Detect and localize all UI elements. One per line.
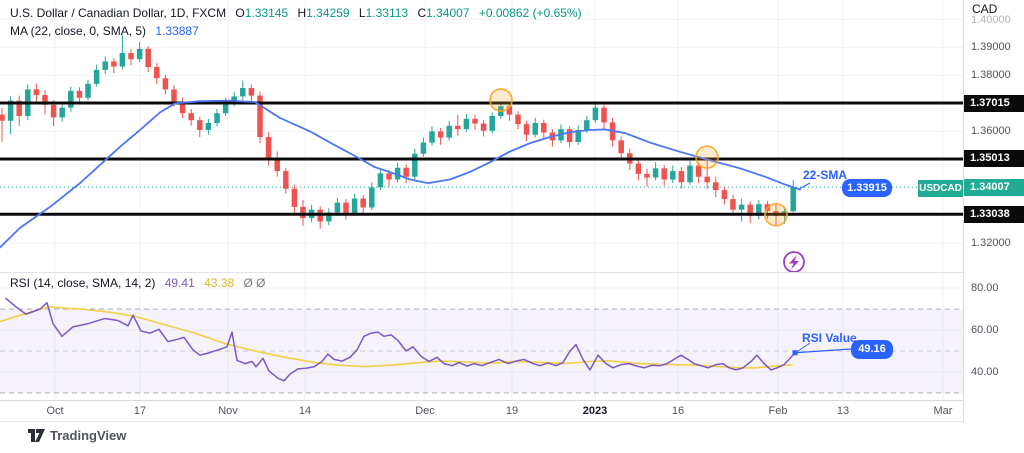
price-scale[interactable]: CAD 1.40000 1.39000 1.38000 1.36000 1.32000 8… <box>963 0 1024 422</box>
tradingview-logo-icon <box>28 429 45 442</box>
symbol-price-flag: USDCAD <box>918 180 963 197</box>
tradingview-logo-text: TradingView <box>50 428 127 443</box>
symbol-legend[interactable]: U.S. Dollar / Canadian Dollar, 1D, FXCM … <box>10 6 588 20</box>
rsi-tick-label: 40.00 <box>971 366 999 378</box>
time-axis-label: 16 <box>671 405 685 417</box>
price-tick-label: 1.39000 <box>971 41 1011 54</box>
price-level-badge: 1.37015 <box>964 94 1024 112</box>
open-label: O <box>235 6 245 20</box>
time-axis-label: Nov <box>218 405 238 417</box>
price-tick-label: 1.40000 <box>971 13 1011 26</box>
time-axis-label: 14 <box>298 405 312 417</box>
last-price-badge: 1.34007 <box>964 178 1024 196</box>
ma-legend[interactable]: MA (22, close, 0, SMA, 5) 1.33887 <box>10 24 205 38</box>
low-value: 1.33113 <box>365 6 409 20</box>
tradingview-logo-link[interactable]: TradingView <box>28 428 126 443</box>
time-axis-label: 19 <box>505 405 519 417</box>
price-tick-label: 1.38000 <box>971 69 1011 82</box>
time-axis[interactable]: Oct 17 Nov 14 Dec 19 2023 16 Feb 13 Mar <box>0 400 1024 422</box>
ma-study-title: MA (22, close, 0, SMA, 5) <box>10 24 147 38</box>
rsi-legend[interactable]: RSI (14, close, SMA, 14, 2) 49.41 43.38 … <box>10 276 272 290</box>
time-axis-label: 2023 <box>582 405 608 417</box>
low-label: L <box>358 6 366 20</box>
symbol-title: U.S. Dollar / Canadian Dollar, 1D, FXCM <box>10 6 227 20</box>
price-level-badge: 1.33038 <box>964 205 1024 223</box>
time-axis-label: 13 <box>836 405 850 417</box>
time-axis-label: Feb <box>768 405 788 417</box>
rsi-study-title: RSI (14, close, SMA, 14, 2) <box>10 276 156 290</box>
open-value: 1.33145 <box>244 6 289 20</box>
price-tick-label: 1.32000 <box>971 237 1011 250</box>
time-axis-label: Dec <box>415 405 435 417</box>
ma-study-value: 1.33887 <box>155 24 199 38</box>
change-value: +0.00862 (+0.65%) <box>478 6 582 20</box>
rsi-tick-label: 80.00 <box>971 282 999 294</box>
footer: TradingView <box>0 422 1024 453</box>
rsi-sma-value: 43.38 <box>204 276 235 290</box>
close-label: C <box>417 6 427 20</box>
rsi-tick-label: 60.00 <box>971 324 999 336</box>
time-axis-label: 17 <box>133 405 147 417</box>
time-axis-label: Mar <box>933 405 953 417</box>
rsi-study-value: 49.41 <box>164 276 195 290</box>
close-value: 1.34007 <box>426 6 470 20</box>
price-tick-label: 1.36000 <box>971 125 1011 138</box>
rsi-zero-values: Ø Ø <box>243 276 266 290</box>
time-axis-label: Oct <box>46 405 64 417</box>
sma-callout-label: 22-SMA <box>803 168 848 182</box>
high-value: 1.34259 <box>306 6 350 20</box>
price-level-badge: 1.35013 <box>964 150 1024 168</box>
high-label: H <box>297 6 307 20</box>
rsi-value-bubble: 49.16 <box>851 340 893 359</box>
scale-currency-label: CAD <box>972 2 998 16</box>
rsi-callout-label: RSI Value <box>802 331 857 345</box>
price-chart-canvas[interactable] <box>0 0 963 400</box>
sma-price-bubble: 1.33915 <box>842 179 892 197</box>
